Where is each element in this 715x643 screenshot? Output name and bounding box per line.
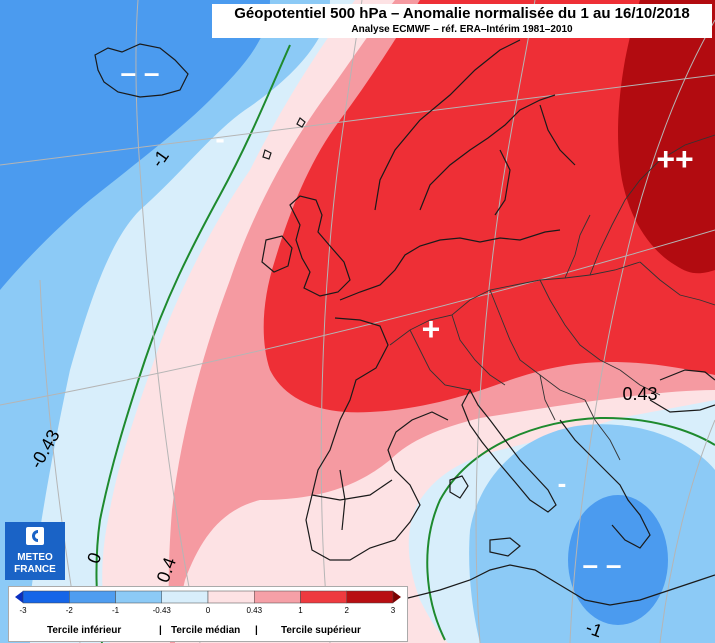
legend-tick-label: -1 (112, 606, 120, 615)
legend-tercile-mid: Tercile médian (171, 625, 241, 636)
anomaly-extreme (618, 0, 715, 274)
legend-tick-label: 0.43 (246, 606, 262, 615)
legend-swatch (254, 590, 301, 604)
legend-swatch (346, 590, 394, 604)
logo-mark-icon (26, 527, 44, 545)
legend-tick-label: 3 (391, 606, 396, 615)
legend-tick-label: -2 (66, 606, 74, 615)
label-minus-south: - (558, 468, 567, 498)
legend-swatch (22, 590, 70, 604)
legend-tick-label: -0.43 (153, 606, 172, 615)
logo-line2: FRANCE (14, 564, 56, 575)
zero-contour-west (95, 44, 291, 643)
borders (389, 134, 715, 461)
legend-tick-label: 1 (298, 606, 303, 615)
legend-tick-label: 2 (345, 606, 350, 615)
contour-label-043-east: 0.43 (622, 384, 657, 404)
label-minus-minus-north: – – (121, 57, 160, 88)
legend-separator-2: | (255, 625, 258, 636)
legend-tercile-low: Tercile inférieur (47, 625, 122, 636)
legend-tick-label: 0 (206, 606, 211, 615)
label-plus-plus-east: ++ (656, 141, 693, 177)
legend-swatch (207, 590, 255, 604)
map-title: Géopotentiel 500 hPa – Anomalie normalis… (234, 5, 690, 22)
legend-swatch (300, 590, 347, 604)
legend-separator-1: | (159, 625, 162, 636)
legend-swatch (161, 590, 209, 604)
legend-swatch (69, 590, 116, 604)
map-title-box: Géopotentiel 500 hPa – Anomalie normalis… (212, 4, 712, 38)
label-minus-north: - (215, 123, 224, 154)
contour-label-minus1-south: -1 (583, 617, 605, 641)
anomaly-very-low-se (568, 495, 668, 625)
meteo-france-logo: METEO FRANCE (5, 522, 65, 580)
legend-swatch (115, 590, 162, 604)
label-minus-minus-south: – – (583, 549, 622, 580)
label-plus-center: + (422, 311, 441, 347)
legend-cap-low (15, 591, 23, 603)
legend-tercile-high: Tercile supérieur (281, 625, 361, 636)
map-subtitle: Analyse ECMWF – réf. ERA–Intérim 1981–20… (351, 24, 573, 35)
anomaly-very-high (263, 0, 715, 413)
legend-cap-high (393, 591, 401, 603)
logo-line1: METEO (17, 552, 53, 563)
legend-colorbar: -3 -2 -1 -0.43 0 0.43 1 2 3 (15, 590, 401, 615)
anomaly-very-low-nw (0, 0, 270, 290)
zero-contour-south (426, 416, 715, 641)
color-legend: -3 -2 -1 -0.43 0 0.43 1 2 3 Tercile inférieur | … (8, 586, 408, 642)
legend-tick-label: -3 (19, 606, 27, 615)
